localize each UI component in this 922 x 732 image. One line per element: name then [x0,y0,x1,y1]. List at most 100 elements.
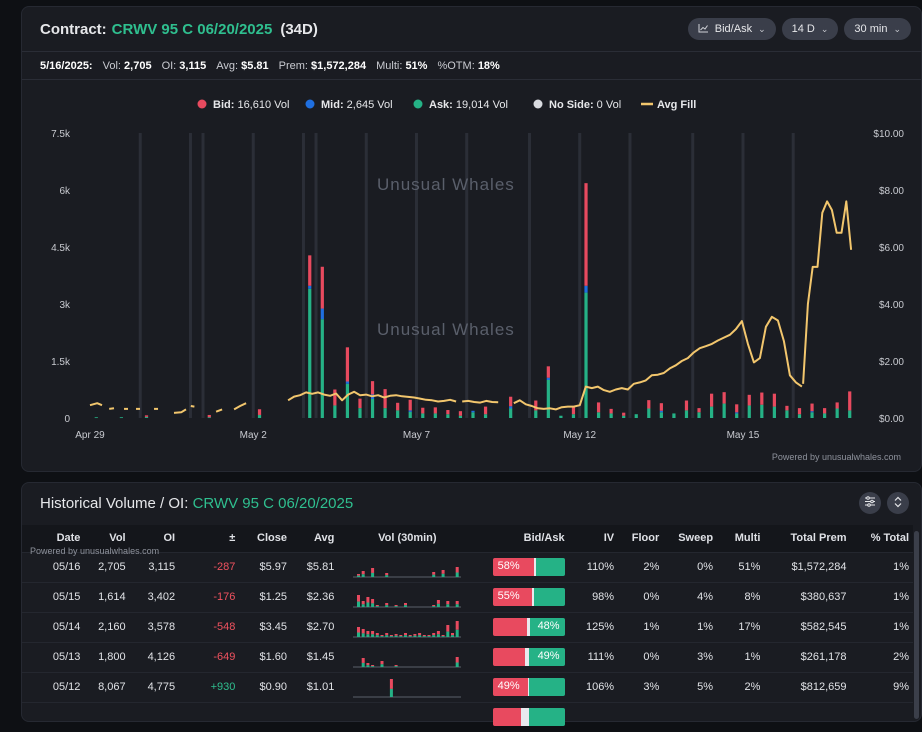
bar-ask [584,292,588,418]
filter-settings-button[interactable] [859,492,881,514]
bar-mid [659,410,663,413]
sparkline-bar-ask [362,574,366,577]
bar-ask [684,410,689,418]
col-change[interactable]: ± [179,525,240,552]
y-tick-left: 1.5k [51,357,71,368]
bar-ask [647,408,651,418]
volume-chart[interactable]: Bid: 16,610 Vol Mid: 2,645 Vol Ask: 19,014… [22,85,921,451]
sparkline-bar-bid [357,595,361,602]
stats-multi-value: 51% [405,59,428,72]
col-bid-ask[interactable]: Bid/Ask [480,525,569,552]
table-row[interactable] [22,701,913,732]
sparkline-bar-bid [404,603,408,606]
sparkline-bar-ask [371,572,375,577]
bar-ask [709,406,714,418]
bar-bid [483,406,488,415]
col-vol[interactable]: Vol [84,525,130,552]
bid-ask-bid-fill [492,678,528,696]
contract-name[interactable]: CRWV 95 C 06/20/2025 [111,21,273,38]
bar-bid [823,408,827,414]
vertical-scrollbar[interactable] [914,531,919,719]
powered-by[interactable]: Powered by unusualwhales.com [771,452,901,462]
table-row[interactable]: 05/15 1,614 3,402 -176 $1.25 $2.36 55% 98% 0% 4% 8… [22,581,913,612]
cell-vol [84,701,130,732]
table-row[interactable]: 05/13 1,800 4,126 -649 $1.60 $1.45 49% 111% 0% 3%… [22,641,913,672]
cell-iv: 125% [568,611,619,642]
sparkline-bar-bid [362,601,366,605]
cell-iv: 111% [568,641,619,672]
cell-avg: $5.81 [290,551,339,582]
cell-multi: 8% [717,581,765,612]
bar-ask [534,410,538,418]
sparkline-bar-bid [385,573,389,576]
bar-mid [320,308,324,320]
bid-ask-bar [492,708,565,727]
cell-vol30 [338,701,481,732]
avg-fill-line [513,315,803,411]
interval-dropdown[interactable]: 30 min ⌄ [844,18,911,40]
col-floor[interactable]: Floor [618,525,664,552]
cell-avg: $2.70 [290,611,339,642]
bar-bid [835,402,839,409]
col-oi[interactable]: OI [129,525,180,552]
table-row[interactable]: 05/14 2,160 3,578 -548 $3.45 $2.70 48% 125% 1% 1%… [22,611,913,642]
col-vol30[interactable]: Vol (30min) [338,525,481,552]
col-close[interactable]: Close [239,525,291,552]
bid-ask-bid-fill [492,558,535,576]
sparkline-bar-bid [362,658,366,663]
bid-ask-bid-fill [492,708,522,727]
bar-bid [308,255,312,286]
col-pct-total[interactable]: % Total [850,525,913,552]
avg-fill-line [462,399,499,404]
cell-avg: $1.01 [290,671,339,702]
sparkline-bar-bid [371,599,375,604]
range-dropdown[interactable]: 14 D ⌄ [781,18,839,40]
table-powered-by[interactable]: Powered by unusualwhales.com [30,546,160,556]
col-multi[interactable]: Multi [717,525,765,552]
sparkline-bar-ask [423,636,427,637]
sparkline-bar-ask [446,604,450,607]
col-date[interactable]: Date [22,525,85,552]
legend-label: Ask: 19,014 Vol [429,99,508,111]
sparkline-bar-bid [441,570,445,574]
sparkline-bar-bid [437,631,441,635]
legend-swatch [197,99,207,109]
bid-ask-mid-fill [527,618,531,636]
col-total-prem[interactable]: Total Prem [764,525,851,552]
cell-floor [618,701,664,732]
chevron-down-icon: ⌄ [820,23,829,34]
col-avg[interactable]: Avg [290,525,339,552]
legend-label: No Side: 0 Vol [549,99,621,111]
col-iv[interactable]: IV [568,525,619,552]
sparkline-bar-bid [366,597,370,603]
sparkline-bar-ask [413,635,417,637]
bid-ask-ask-fill [530,618,565,636]
bar-ask [823,413,827,418]
sparkline-bar-bid [362,629,366,634]
collapse-button[interactable] [887,492,909,514]
chevron-down-icon: ⌄ [758,23,766,34]
y-tick-right: $2.00 [879,357,904,368]
sparkline-bar-ask [385,605,389,607]
sparkline-bar-bid [446,601,450,605]
table-row[interactable]: 05/16 2,705 3,115 -287 $5.97 $5.81 58% 110% 2% 0%… [22,551,913,582]
stats-otm: %OTM: 18% [437,60,499,72]
bar-mid [509,406,513,409]
bar-ask [634,414,638,418]
bar-ask [471,412,475,418]
sparkline-bar-ask [394,606,398,607]
table-row[interactable]: 05/12 8,067 4,775 +930 $0.90 $1.01 49% 106% 3% 5%… [22,671,913,702]
bid-ask-label: 55% [497,590,520,602]
cell-oi: 3,578 [129,611,180,642]
cell-date: 05/16 [22,551,85,582]
bar-bid [810,403,814,412]
bid-ask-dropdown[interactable]: Bid/Ask ⌄ [687,18,776,40]
cell-avg [290,701,339,732]
sparkline-bar-bid [385,603,389,606]
col-sweep[interactable]: Sweep [663,525,718,552]
cell-close: $3.45 [239,611,291,642]
sparkline-bar-ask [385,635,389,637]
sparkline-bar-ask [357,575,361,577]
cell-pct-total: 9% [850,671,913,702]
bar-ask [333,405,337,418]
